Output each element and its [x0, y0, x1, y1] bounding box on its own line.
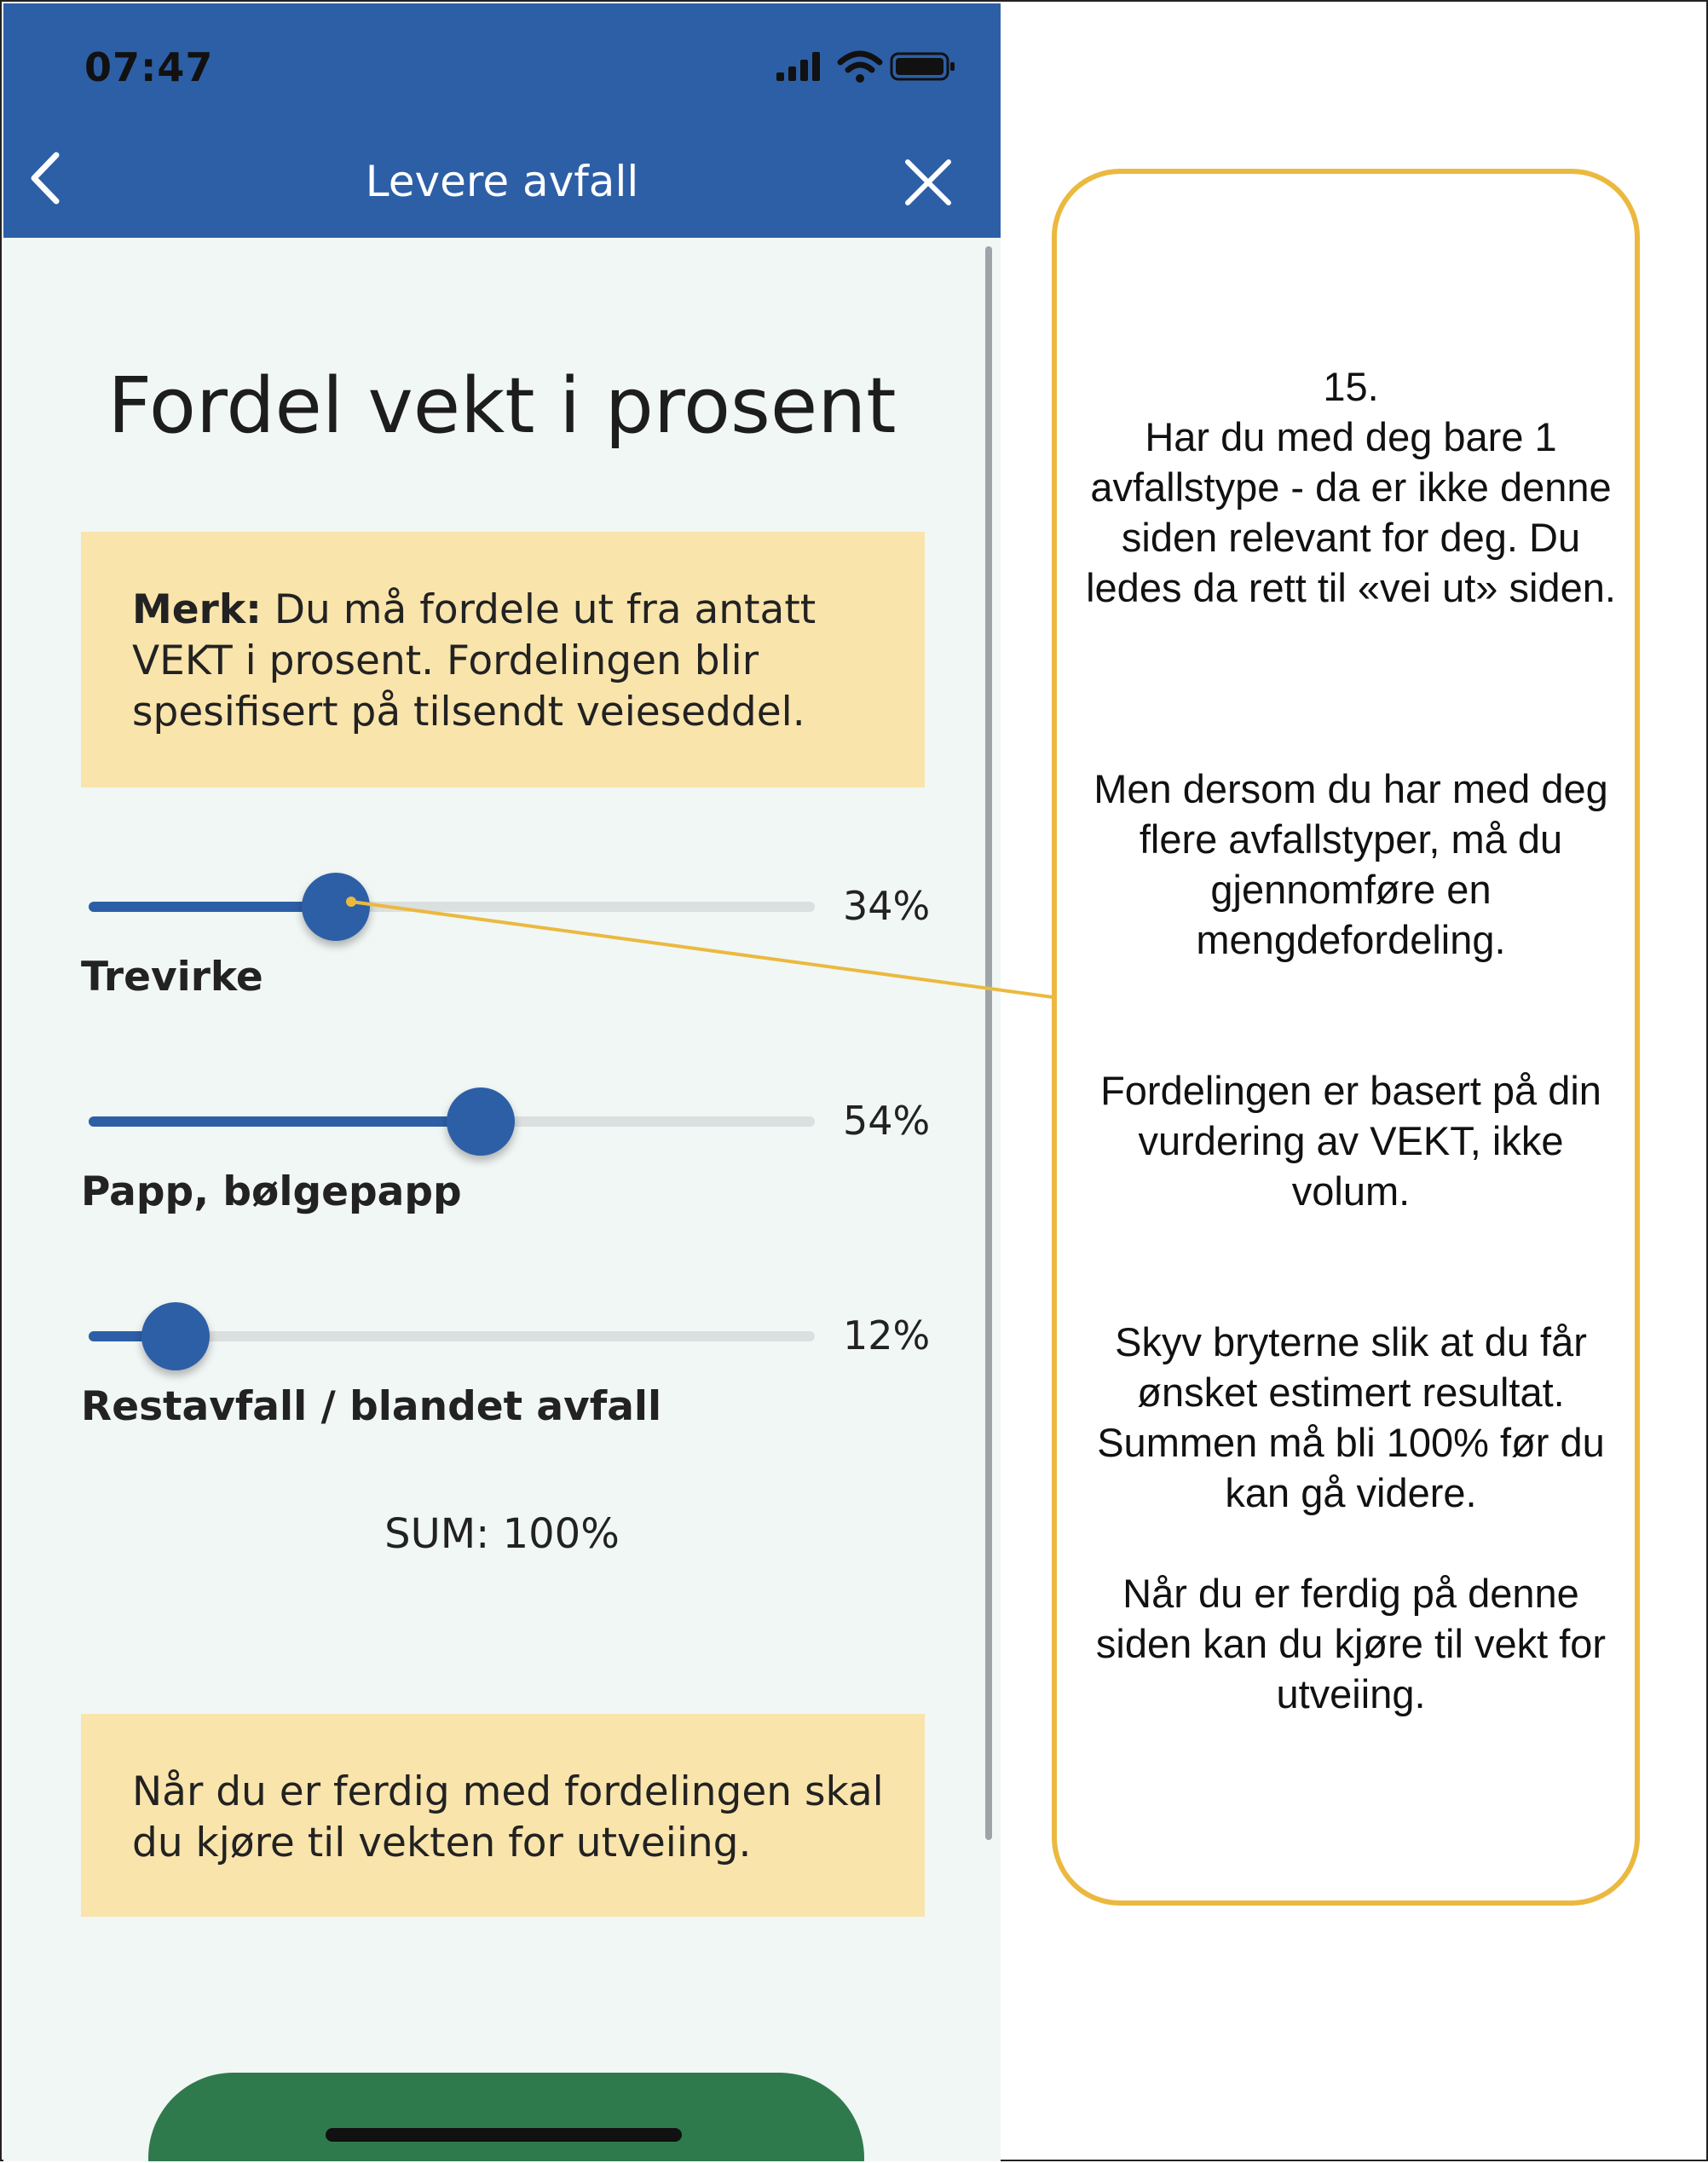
next-button[interactable] — [148, 2073, 864, 2161]
slider-fill — [89, 1116, 482, 1127]
sum-text: SUM: 100% — [384, 1510, 620, 1558]
phone-screen: 07:47 Le — [3, 3, 1001, 2161]
merk-note-text: Du må fordele ut fra antatt VEKT i prose… — [132, 586, 816, 735]
callout-paragraph: Har du med deg bare 1 avfallstype - da e… — [1086, 414, 1616, 610]
done-note-box: Når du er ferdig med fordelingen skal du… — [81, 1714, 925, 1917]
slider-restavfall[interactable] — [89, 1302, 815, 1370]
slider-thumb-restavfall[interactable] — [141, 1302, 211, 1370]
slider-label-trevirke: Trevirke — [81, 954, 263, 1001]
slider-trevirke[interactable] — [89, 873, 815, 941]
slider-label-papp: Papp, bølgepapp — [81, 1168, 462, 1215]
home-indicator — [326, 2128, 682, 2142]
annotation-callout: 15. Har du med deg bare 1 avfallstype - … — [1052, 169, 1640, 1906]
page-title: Fordel vekt i prosent — [107, 361, 897, 451]
slider-papp[interactable] — [89, 1087, 815, 1156]
slider-value-trevirke: 34% — [843, 883, 931, 929]
callout-paragraph: Fordelingen er basert på din vurdering a… — [1100, 1068, 1601, 1214]
slider-value-papp: 54% — [843, 1098, 931, 1144]
close-icon — [905, 159, 951, 205]
slider-label-restavfall: Restavfall / blandet avfall — [81, 1383, 662, 1430]
slider-thumb-trevirke[interactable] — [301, 873, 370, 941]
slider-thumb-papp[interactable] — [447, 1087, 516, 1156]
battery-icon — [890, 52, 955, 81]
wifi-icon — [837, 50, 883, 83]
back-chevron-icon — [31, 152, 60, 205]
status-bar: 07:47 — [3, 3, 1001, 131]
callout-paragraph: Men dersom du har med deg flere avfallst… — [1093, 766, 1608, 962]
back-button[interactable] — [22, 148, 73, 208]
callout-paragraph: Når du er ferdig på denne siden kan du k… — [1095, 1571, 1607, 1716]
callout-number: 15. — [1323, 364, 1379, 409]
signal-icon — [776, 52, 820, 81]
merk-note-box: Merk: Du må fordele ut fra antatt VEKT i… — [81, 532, 925, 787]
nav-bar: Levere avfall — [3, 114, 1001, 238]
callout-paragraph: Skyv bryterne slik at du får ønsket esti… — [1097, 1319, 1605, 1515]
merk-note-bold: Merk: — [132, 586, 262, 633]
scrollbar[interactable] — [985, 246, 992, 1840]
slider-fill — [89, 902, 336, 912]
close-button[interactable] — [903, 157, 954, 208]
status-time: 07:47 — [84, 44, 214, 90]
nav-title: Levere avfall — [365, 157, 639, 206]
slider-value-restavfall: 12% — [843, 1312, 931, 1358]
done-note-text: Når du er ferdig med fordelingen skal du… — [132, 1768, 884, 1866]
